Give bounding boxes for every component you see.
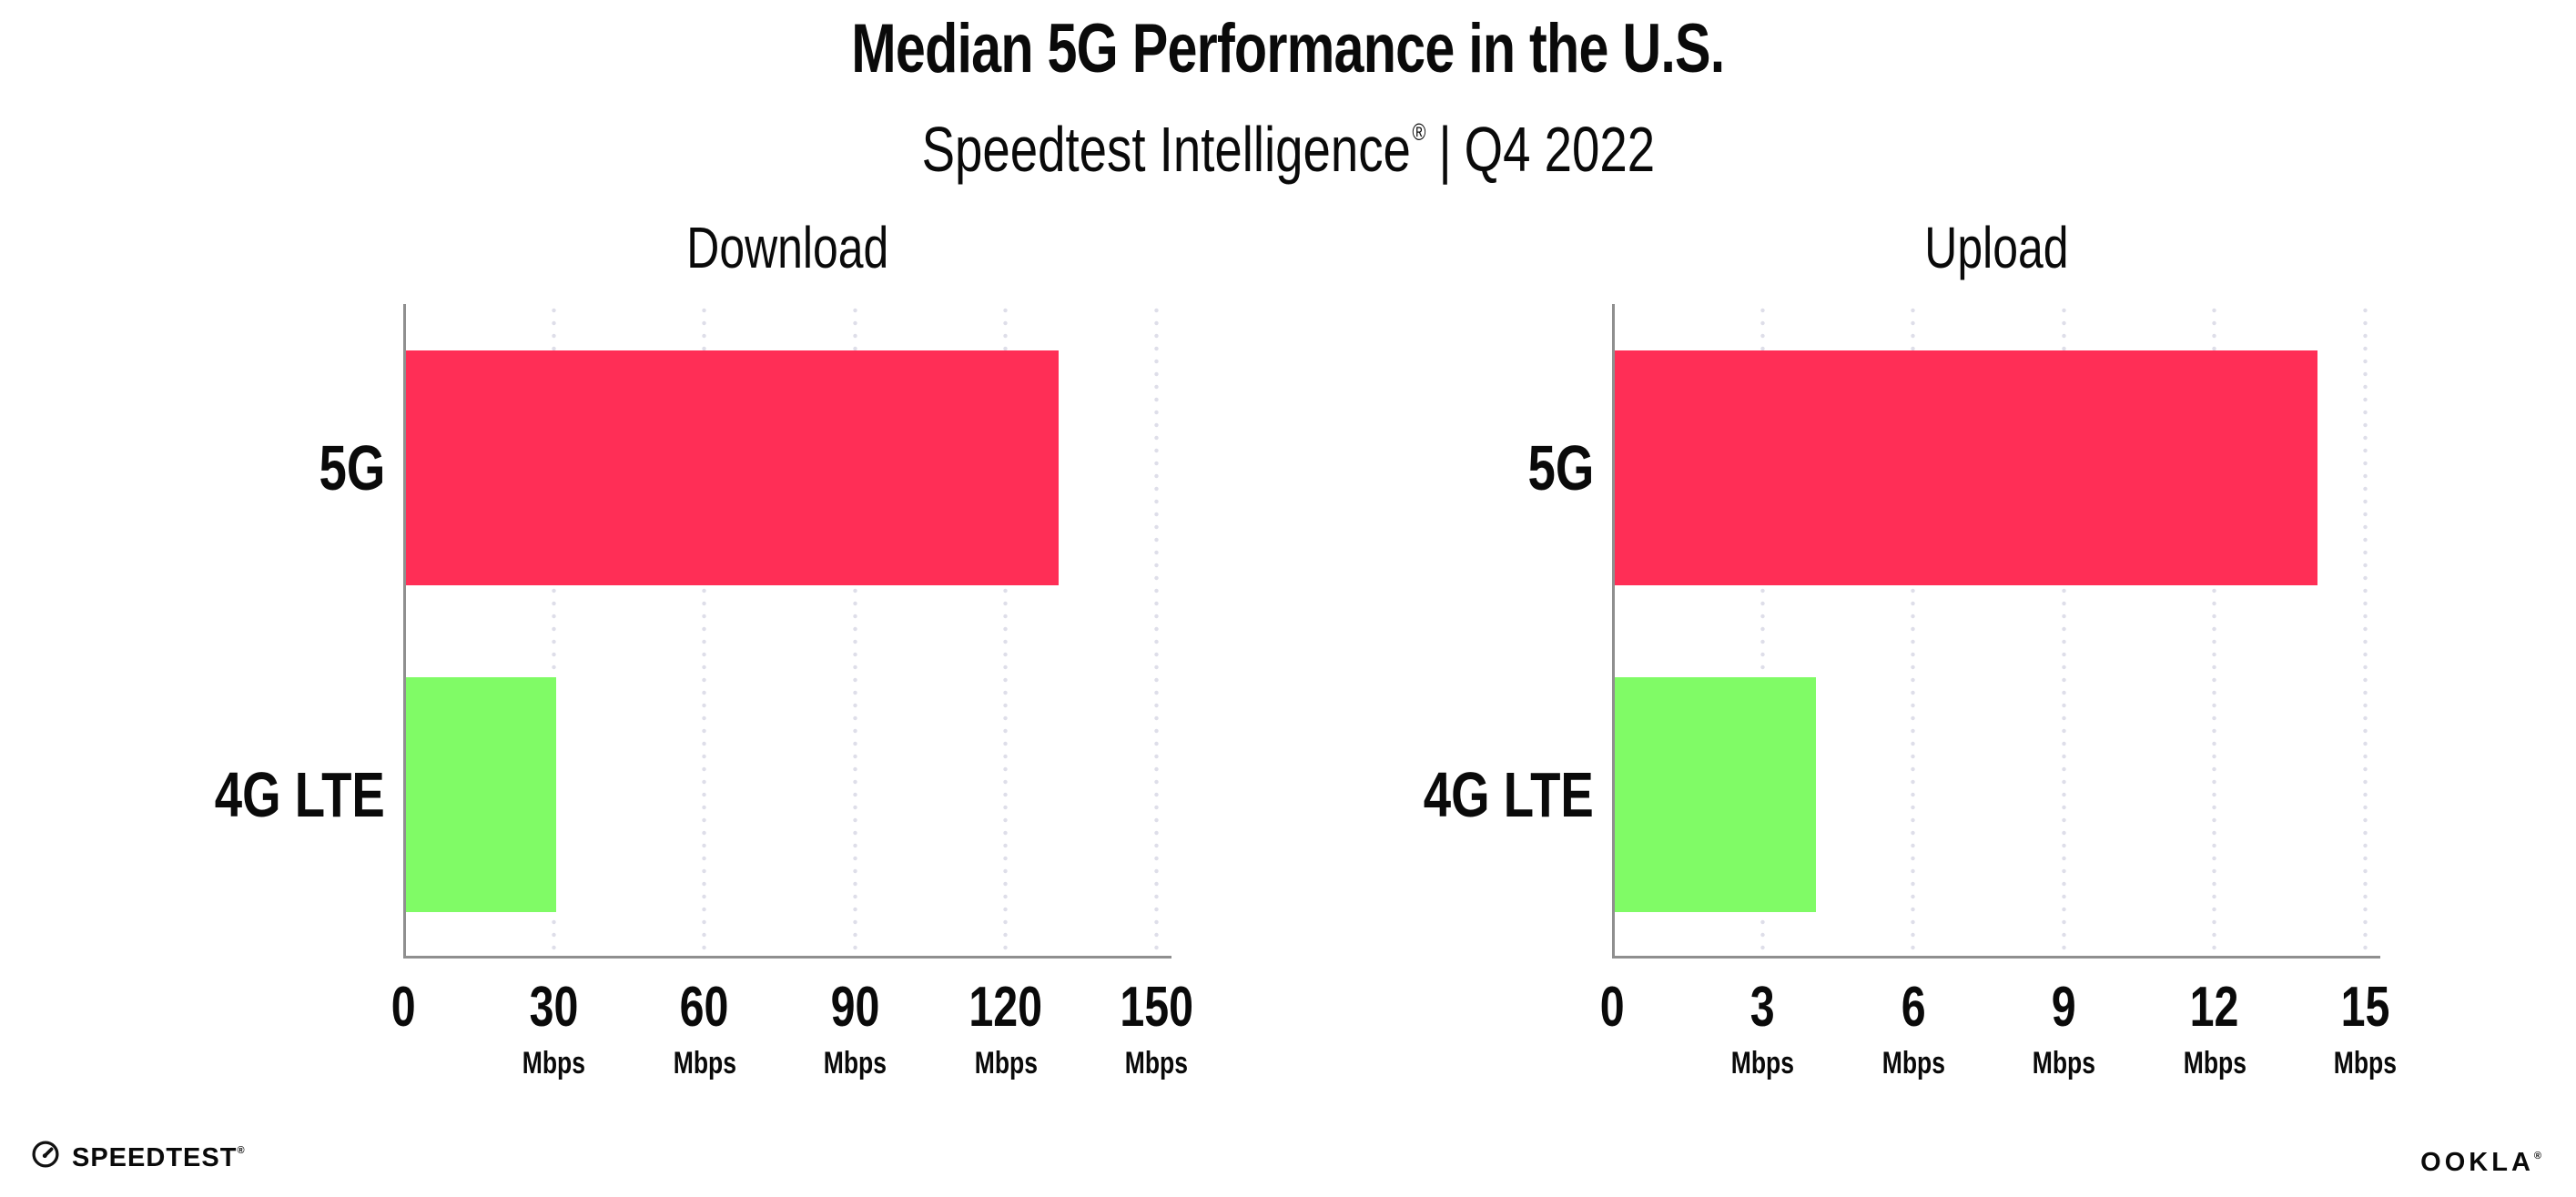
- tick-number: 60: [680, 976, 729, 1039]
- tick-unit: Mbps: [522, 1046, 586, 1080]
- tick-number: 15: [2340, 976, 2390, 1039]
- category-label-5g-download: 5G: [3, 435, 385, 501]
- gridline-150: [1153, 304, 1159, 956]
- page-subtitle-text: Speedtest Intelligence® | Q4 2022: [921, 98, 1655, 183]
- download-chart-title: Download: [403, 217, 1171, 279]
- category-label-text: 5G: [1527, 431, 1594, 503]
- subtitle-period: Q4 2022: [1464, 114, 1655, 185]
- upload-plot-area: [1612, 304, 2380, 959]
- bar-4g-lte-upload: [1615, 677, 1816, 913]
- tick-number: 120: [969, 976, 1043, 1039]
- x-tick-label-120: 120 Mbps: [933, 979, 1079, 1080]
- upload-chart-title: Upload: [1612, 217, 2380, 279]
- x-tick-label-15: 15 Mbps: [2292, 979, 2438, 1080]
- page-title-text: Median 5G Performance in the U.S.: [851, 10, 1725, 87]
- tick-number: 150: [1120, 976, 1193, 1039]
- tick-number: 12: [2190, 976, 2239, 1039]
- gridline-6: [1911, 304, 1916, 956]
- gridline-12: [2212, 304, 2217, 956]
- registered-mark-icon: ®: [2533, 1151, 2545, 1161]
- x-tick-label-60: 60 Mbps: [632, 979, 777, 1080]
- subtitle-brand: Speedtest Intelligence: [921, 114, 1411, 185]
- registered-mark-icon: ®: [1412, 118, 1426, 146]
- bar-4g-lte-download: [406, 677, 557, 913]
- tick-number: 0: [1599, 976, 1625, 1039]
- tick-number: 9: [2052, 976, 2076, 1039]
- tick-unit: Mbps: [974, 1046, 1038, 1080]
- bar-5g-upload: [1615, 350, 2318, 585]
- bar-5g-download: [406, 350, 1060, 585]
- gridline-3: [1760, 304, 1765, 956]
- ookla-wordmark: OOKLA®: [2420, 1148, 2545, 1177]
- page-title: Median 5G Performance in the U.S.: [0, 13, 2576, 86]
- tick-unit: Mbps: [1881, 1046, 1945, 1080]
- gridline-60: [702, 304, 707, 956]
- x-tick-label-30: 30 Mbps: [481, 979, 626, 1080]
- x-tick-label-12: 12 Mbps: [2142, 979, 2287, 1080]
- category-label-text: 5G: [319, 431, 385, 503]
- category-label-4g-lte-download: 4G LTE: [3, 762, 385, 827]
- x-tick-label-6: 6 Mbps: [1841, 979, 1986, 1080]
- gridline-30: [551, 304, 556, 956]
- subtitle-divider: |: [1438, 114, 1452, 185]
- category-label-text: 4G LTE: [214, 759, 385, 831]
- x-tick-label-150: 150 Mbps: [1083, 979, 1229, 1080]
- page-subtitle: Speedtest Intelligence® | Q4 2022: [0, 98, 2576, 183]
- tick-number: 3: [1750, 976, 1775, 1039]
- tick-unit: Mbps: [2333, 1046, 2398, 1080]
- tick-unit: Mbps: [1124, 1046, 1189, 1080]
- x-tick-label-0: 0: [1539, 979, 1685, 1036]
- gridline-90: [852, 304, 857, 956]
- gridline-15: [2362, 304, 2368, 956]
- tick-number: 30: [529, 976, 579, 1039]
- x-tick-label-3: 3 Mbps: [1689, 979, 1835, 1080]
- tick-unit: Mbps: [2032, 1046, 2096, 1080]
- download-plot-area: [403, 304, 1171, 959]
- tick-unit: Mbps: [673, 1046, 736, 1080]
- gridline-120: [1003, 304, 1009, 956]
- tick-unit: Mbps: [2183, 1046, 2246, 1080]
- category-label-5g-upload: 5G: [1212, 435, 1594, 501]
- gauge-icon: [32, 1141, 59, 1168]
- category-label-text: 4G LTE: [1423, 759, 1594, 831]
- tick-number: 90: [830, 976, 880, 1039]
- registered-mark-icon: ®: [237, 1145, 246, 1156]
- tick-unit: Mbps: [1730, 1046, 1795, 1080]
- x-tick-label-0: 0: [330, 979, 476, 1036]
- ookla-logo: OOKLA®: [2420, 1142, 2545, 1176]
- tick-unit: Mbps: [823, 1046, 887, 1080]
- header: Median 5G Performance in the U.S. Speedt…: [0, 13, 2576, 184]
- x-tick-label-9: 9 Mbps: [1991, 979, 2136, 1080]
- tick-number: 6: [1901, 976, 1926, 1039]
- x-tick-label-90: 90 Mbps: [782, 979, 928, 1080]
- download-chart-title-text: Download: [685, 215, 889, 280]
- ookla-wordmark-text: OOKLA: [2420, 1148, 2534, 1177]
- speedtest-wordmark-text: SPEEDTEST: [72, 1143, 238, 1172]
- upload-chart-title-text: Upload: [1923, 215, 2069, 280]
- tick-number: 0: [390, 976, 416, 1039]
- gridline-9: [2061, 304, 2066, 956]
- speedtest-wordmark: SPEEDTEST®: [72, 1137, 246, 1172]
- category-label-4g-lte-upload: 4G LTE: [1212, 762, 1594, 827]
- speedtest-logo: SPEEDTEST®: [30, 1137, 246, 1172]
